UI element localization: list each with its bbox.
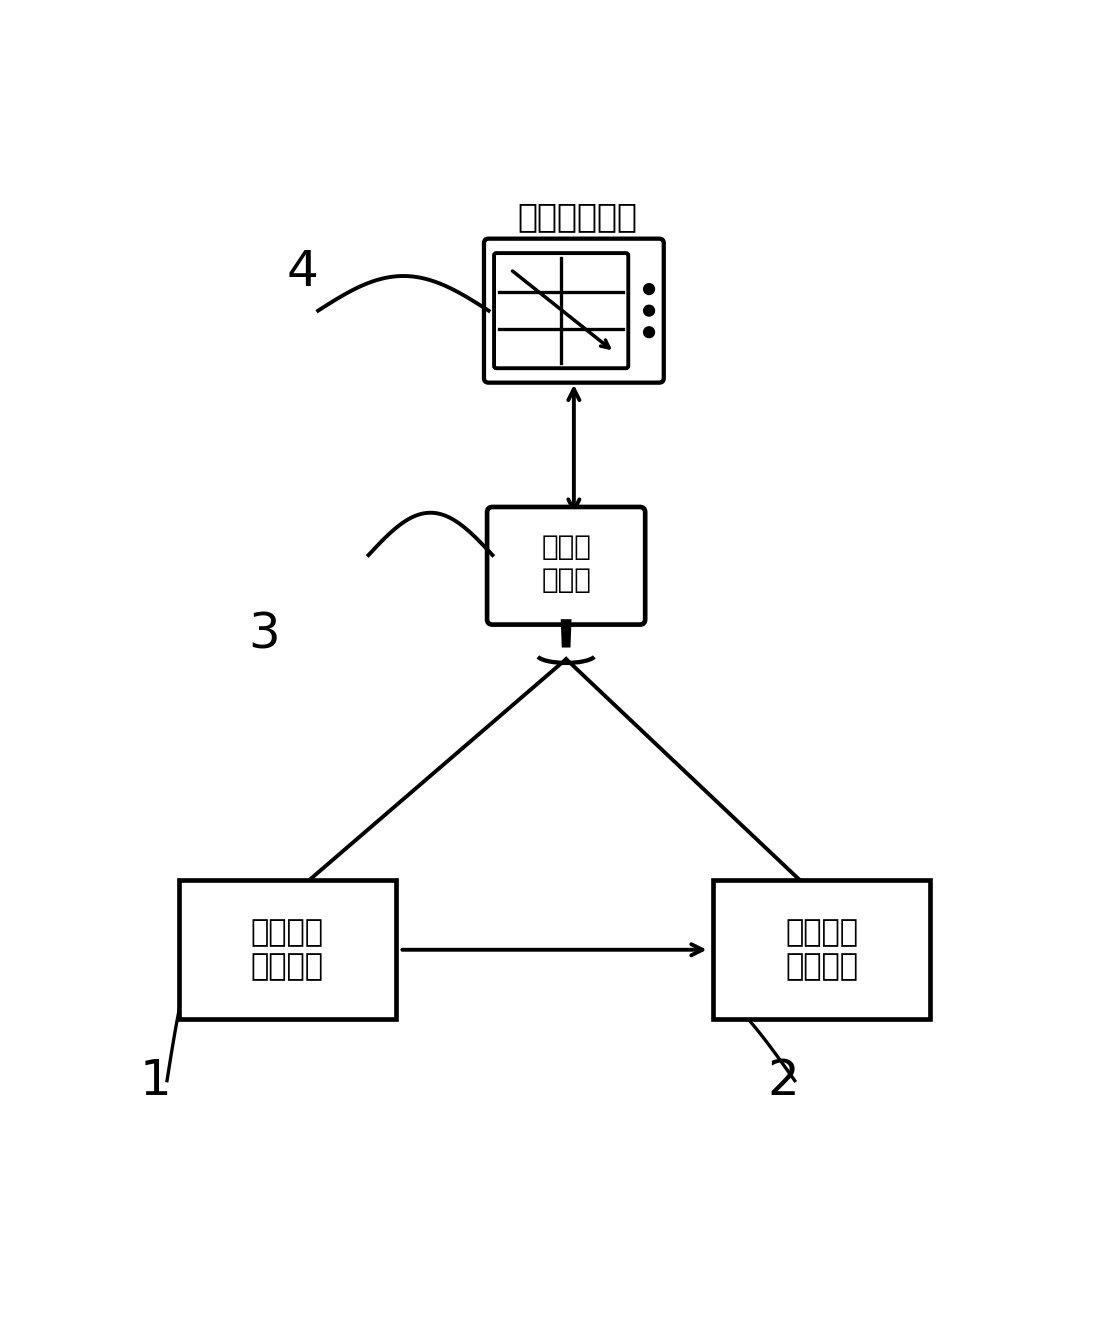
Text: 3: 3 (248, 610, 280, 659)
Text: 运算控
制系统: 运算控 制系统 (542, 534, 591, 594)
FancyBboxPatch shape (485, 239, 664, 383)
Text: 数据存储
显示系统: 数据存储 显示系统 (786, 918, 858, 981)
Circle shape (643, 305, 655, 316)
FancyBboxPatch shape (487, 507, 646, 625)
Text: 1: 1 (140, 1056, 171, 1105)
Circle shape (643, 284, 655, 294)
FancyBboxPatch shape (179, 880, 396, 1019)
Text: 2: 2 (768, 1056, 799, 1105)
FancyBboxPatch shape (714, 880, 930, 1019)
Text: 风机调节系统: 风机调节系统 (518, 200, 638, 233)
FancyBboxPatch shape (495, 253, 628, 368)
Text: 4: 4 (286, 249, 319, 296)
Circle shape (643, 327, 655, 337)
Polygon shape (561, 620, 572, 648)
Text: 环境温度
监测系统: 环境温度 监测系统 (251, 918, 323, 981)
